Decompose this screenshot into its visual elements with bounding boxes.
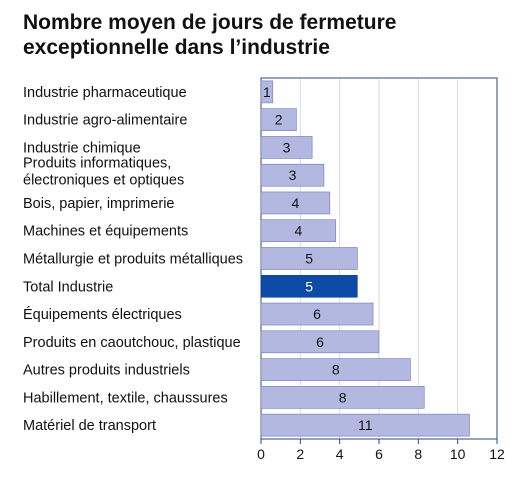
value-label: 8 <box>332 362 340 378</box>
bar-11 <box>260 386 425 409</box>
x-tick-label: 12 <box>489 446 505 462</box>
value-label: 5 <box>305 251 313 267</box>
value-label: 4 <box>294 223 302 239</box>
bar-2 <box>260 136 313 159</box>
bar-4 <box>260 191 331 215</box>
value-label: 4 <box>292 195 300 211</box>
category-label: Habillement, textile, chaussures <box>23 390 228 406</box>
bar-12 <box>260 413 470 437</box>
bar-1 <box>260 108 297 131</box>
bar-5 <box>260 219 337 243</box>
x-tick-label: 10 <box>450 446 466 462</box>
category-label-line: Produits informatiques, <box>23 156 171 172</box>
category-label: Équipements électriques <box>23 306 182 323</box>
chart-title: Nombre moyen de jours de fermeture excep… <box>23 10 513 60</box>
category-label-line: électroniques et optiques <box>23 173 184 189</box>
category-label: Industrie agro-alimentaire <box>23 113 187 129</box>
category-label: Bois, papier, imprimerie <box>23 196 175 212</box>
value-label: 2 <box>275 112 283 128</box>
category-label: Industrie pharmaceutique <box>23 85 187 101</box>
bar-9 <box>260 330 380 354</box>
value-label: 3 <box>283 139 291 155</box>
category-label: Autres produits industriels <box>23 363 190 379</box>
value-label: 1 <box>263 84 271 100</box>
bar-10 <box>260 358 411 381</box>
bar-0 <box>260 80 274 104</box>
value-label: 8 <box>339 389 347 405</box>
category-label: Métallurgie et produits métalliques <box>23 252 243 268</box>
x-tick-label: 0 <box>257 446 265 462</box>
value-label: 6 <box>316 334 324 350</box>
category-label: Industrie chimique <box>23 140 141 156</box>
bar-3 <box>260 163 325 187</box>
bar-6 <box>260 247 358 270</box>
bar-8 <box>260 302 374 326</box>
category-label: Matériel de transport <box>23 418 156 434</box>
value-label: 5 <box>305 278 313 294</box>
x-tick-label: 4 <box>336 446 344 462</box>
category-label: Produits informatiques, électroniques et … <box>23 156 184 189</box>
value-label: 11 <box>358 417 373 433</box>
x-tick-label: 8 <box>414 446 422 462</box>
x-tick-label: 2 <box>296 446 304 462</box>
category-label: Total Industrie <box>23 279 113 295</box>
chart-title-line-1: Nombre moyen de jours de fermeture <box>23 11 397 34</box>
chart-title-line-2: exceptionnelle dans l’industrie <box>23 36 330 59</box>
x-tick-label: 6 <box>375 446 383 462</box>
category-label: Machines et équipements <box>23 224 188 240</box>
value-label: 6 <box>313 306 321 322</box>
bar-7 <box>260 274 358 298</box>
category-label: Produits en caoutchouc, plastique <box>23 335 241 351</box>
value-label: 3 <box>289 167 297 183</box>
